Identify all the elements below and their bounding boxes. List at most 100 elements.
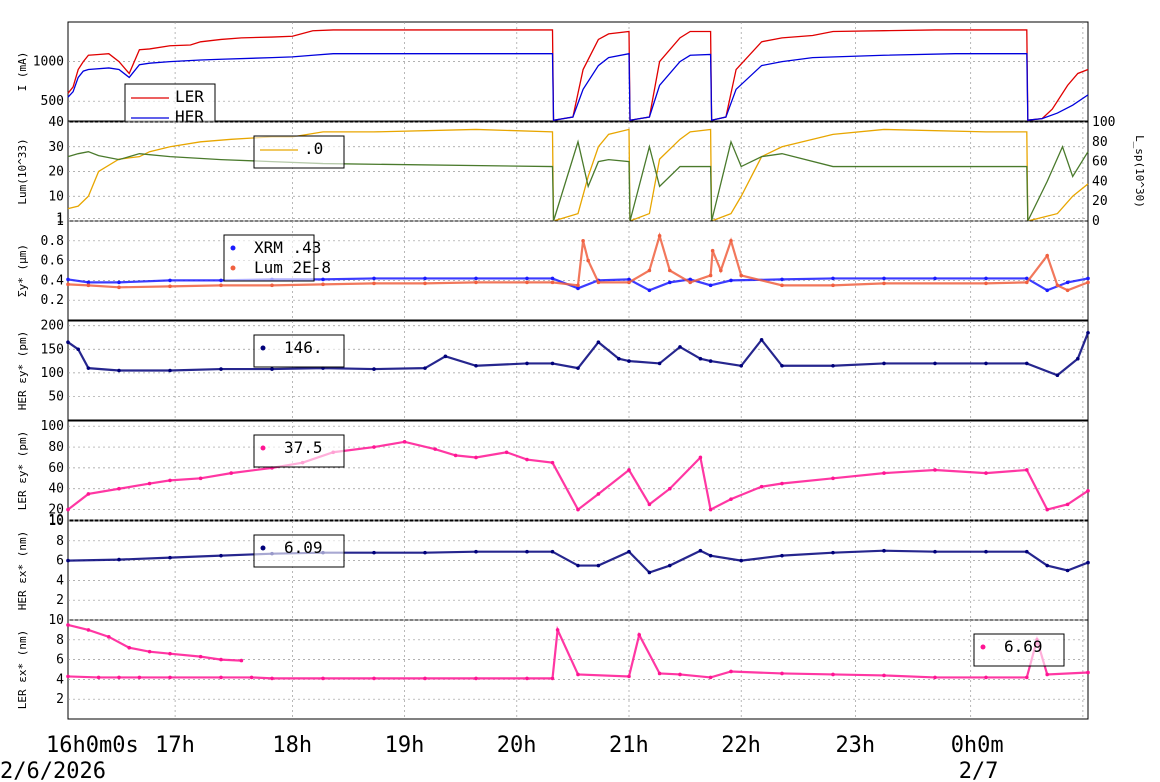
data-point: [882, 276, 886, 281]
data-point: [372, 676, 376, 681]
data-point: [984, 281, 988, 286]
data-point: [984, 471, 988, 475]
data-point: [627, 674, 631, 679]
y-axis-label: HER εx* (nm): [16, 531, 29, 610]
data-point: [270, 676, 274, 681]
data-point: [372, 276, 376, 281]
data-point: [637, 633, 641, 637]
y-tick-label: 2: [56, 692, 64, 707]
data-point: [321, 676, 325, 681]
data-point: [474, 276, 478, 281]
data-point: [525, 361, 529, 366]
data-point: [759, 484, 764, 489]
legend-box: [223, 234, 315, 282]
data-point: [525, 280, 529, 285]
y-tick-label: 1: [56, 212, 64, 227]
data-point: [657, 234, 662, 238]
data-point: [168, 478, 172, 483]
data-point: [759, 338, 764, 342]
data-point: [576, 283, 580, 288]
y-axis-label: HER εy* (pm): [16, 331, 29, 410]
data-point: [586, 258, 590, 263]
data-point: [168, 368, 172, 373]
y-axis-label: LER εx* (nm): [16, 630, 29, 709]
data-point: [96, 675, 101, 680]
y2-tick-label: 0: [1092, 214, 1100, 229]
series-line: [67, 52, 1089, 122]
y-tick-label: 50: [48, 389, 64, 404]
data-point: [729, 278, 733, 283]
y-tick-label: 40: [48, 115, 64, 130]
data-point: [86, 283, 91, 288]
data-point: [831, 476, 835, 481]
data-point: [984, 675, 988, 680]
data-point: [831, 363, 835, 368]
legend-label: HER: [175, 107, 204, 126]
data-point: [525, 549, 529, 554]
panel-frame: [67, 220, 1089, 321]
y-tick-label: 2: [56, 593, 64, 608]
data-point: [647, 288, 652, 293]
data-point: [984, 549, 988, 554]
time-tick-label: 21h: [609, 733, 649, 758]
data-point: [1025, 276, 1029, 281]
y-tick-label: 0.4: [41, 273, 65, 288]
data-point: [198, 654, 203, 659]
legend-box: [253, 434, 345, 468]
data-point: [678, 345, 682, 349]
data-point: [647, 502, 652, 507]
y-tick-label: 10: [48, 189, 64, 204]
series-trace: [67, 440, 1089, 512]
data-point: [1025, 675, 1029, 680]
legend-box: [253, 534, 345, 568]
data-point: [66, 282, 70, 287]
y-tick-label: 4: [56, 573, 64, 588]
legend-box: [253, 135, 345, 169]
data-point: [321, 282, 325, 287]
data-point: [550, 361, 555, 366]
data-point: [525, 276, 529, 281]
data-point: [739, 363, 743, 368]
y-tick-label: 20: [48, 503, 64, 518]
panel-frame: [67, 21, 1089, 122]
data-point: [1025, 549, 1029, 554]
data-point: [66, 507, 70, 512]
data-point: [66, 623, 70, 627]
data-point: [1055, 283, 1060, 288]
data-point: [1065, 502, 1070, 507]
time-tick-label: 23h: [835, 733, 875, 758]
data-point: [423, 276, 427, 281]
data-point: [617, 356, 621, 361]
data-point: [627, 549, 631, 554]
y2-tick-label: 20: [1092, 194, 1108, 209]
y-tick-label: 20: [48, 165, 64, 180]
data-point: [555, 628, 560, 632]
data-point: [739, 273, 743, 278]
data-point: [739, 558, 743, 563]
data-point: [1086, 670, 1090, 675]
y-tick-label: 10: [48, 513, 64, 528]
time-tick-label: 20h: [497, 733, 537, 758]
data-point: [668, 486, 672, 491]
data-point: [86, 492, 91, 496]
data-point: [229, 471, 233, 475]
data-point: [117, 486, 121, 491]
data-point: [219, 675, 223, 680]
data-point: [239, 658, 244, 663]
data-point: [1045, 563, 1049, 568]
legend-swatch: [260, 545, 266, 551]
data-point: [474, 280, 478, 285]
time-tick-label: 22h: [721, 733, 761, 758]
data-point: [657, 361, 662, 366]
data-point: [708, 283, 713, 288]
data-point: [780, 481, 784, 486]
data-point: [550, 280, 555, 285]
panel-frame: [67, 520, 1089, 621]
data-point: [1065, 568, 1070, 573]
panel-frame: [67, 619, 1089, 720]
data-point: [168, 675, 172, 680]
y-axis-label: I (mA): [16, 52, 29, 92]
data-point: [219, 283, 223, 288]
data-point: [433, 447, 438, 451]
